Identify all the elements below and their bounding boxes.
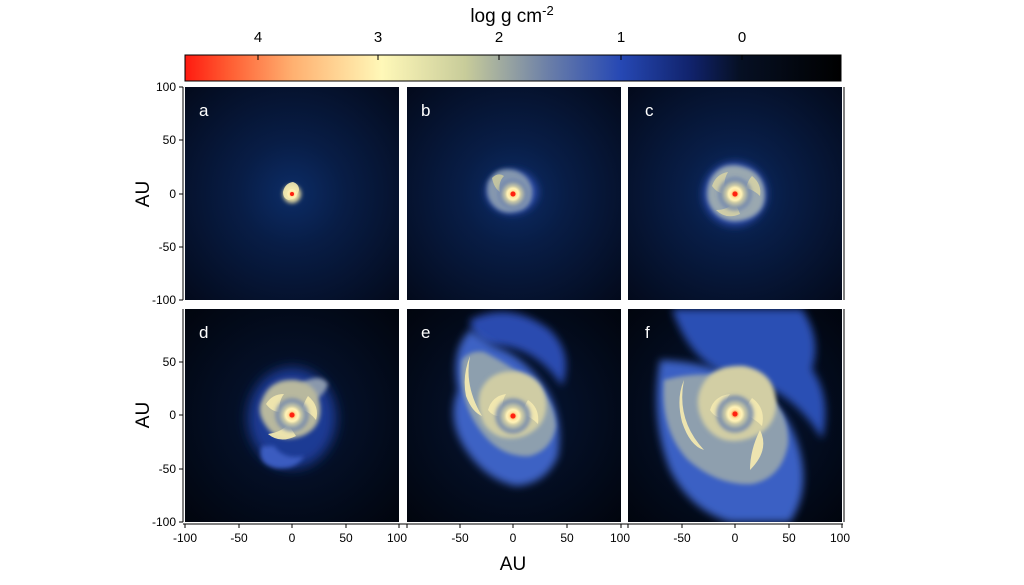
colorbar [184, 54, 842, 82]
panel-f: f [628, 309, 842, 522]
x-tick-2-100: 100 [610, 531, 630, 545]
x-tick-1-m100: -100 [173, 531, 197, 545]
panel-label-b: b [421, 101, 430, 120]
panel-c: c [628, 87, 842, 300]
x-axis: -100 -50 0 50 100 -50 0 50 100 -50 0 50 … [173, 523, 850, 575]
x-tick-1-m50: -50 [230, 531, 248, 545]
panel-label-a: a [199, 101, 209, 120]
colorbar-tick-marks [257, 55, 743, 60]
y-tick-bottom-m50: -50 [159, 462, 177, 476]
x-tick-2-m50: -50 [451, 531, 469, 545]
x-tick-3-0: 0 [732, 531, 739, 545]
colorbar-tick-4: 4 [254, 29, 262, 46]
panel-a: a [185, 87, 399, 300]
y-axis-bottom: 50 0 -50 -100 AU [133, 309, 184, 529]
y-tick-bottom-m100: -100 [152, 515, 176, 529]
x-tick-1-0: 0 [289, 531, 296, 545]
x-tick-3-100: 100 [830, 531, 850, 545]
y-tick-top-m50: -50 [159, 240, 177, 254]
colorbar-tick-1: 1 [617, 29, 625, 46]
colorbar-title: log g cm-2 [470, 3, 553, 27]
colorbar-tick-2: 2 [495, 29, 503, 46]
y-tick-top-m100: -100 [152, 293, 176, 307]
colorbar-tick-0: 0 [738, 29, 746, 46]
panel-e: e [407, 309, 621, 522]
y-axis-label-top: AU [133, 181, 154, 207]
x-tick-3-50: 50 [782, 531, 796, 545]
colorbar-tick-3: 3 [374, 29, 382, 46]
panel-d: d [185, 309, 399, 522]
panel-b: b [407, 87, 621, 300]
y-tick-top-100: 100 [156, 80, 176, 94]
x-tick-2-50: 50 [560, 531, 574, 545]
y-tick-top-50: 50 [163, 133, 177, 147]
panel-label-f: f [645, 323, 650, 342]
y-tick-bottom-0: 0 [169, 408, 176, 422]
y-tick-top-0: 0 [169, 187, 176, 201]
colorbar-tick-labels: 4 3 2 1 0 [254, 29, 746, 46]
x-tick-1-100: 100 [387, 531, 407, 545]
panel-label-c: c [645, 101, 654, 120]
x-tick-2-0: 0 [510, 531, 517, 545]
panel-label-d: d [199, 323, 208, 342]
x-tick-3-m50: -50 [673, 531, 691, 545]
y-axis-label-bottom: AU [133, 402, 154, 428]
x-tick-1-50: 50 [339, 531, 353, 545]
y-axis-top: 100 50 0 -50 -100 AU [133, 80, 184, 307]
panel-label-e: e [421, 323, 430, 342]
y-tick-bottom-50: 50 [163, 355, 177, 369]
x-axis-label: AU [500, 554, 526, 575]
